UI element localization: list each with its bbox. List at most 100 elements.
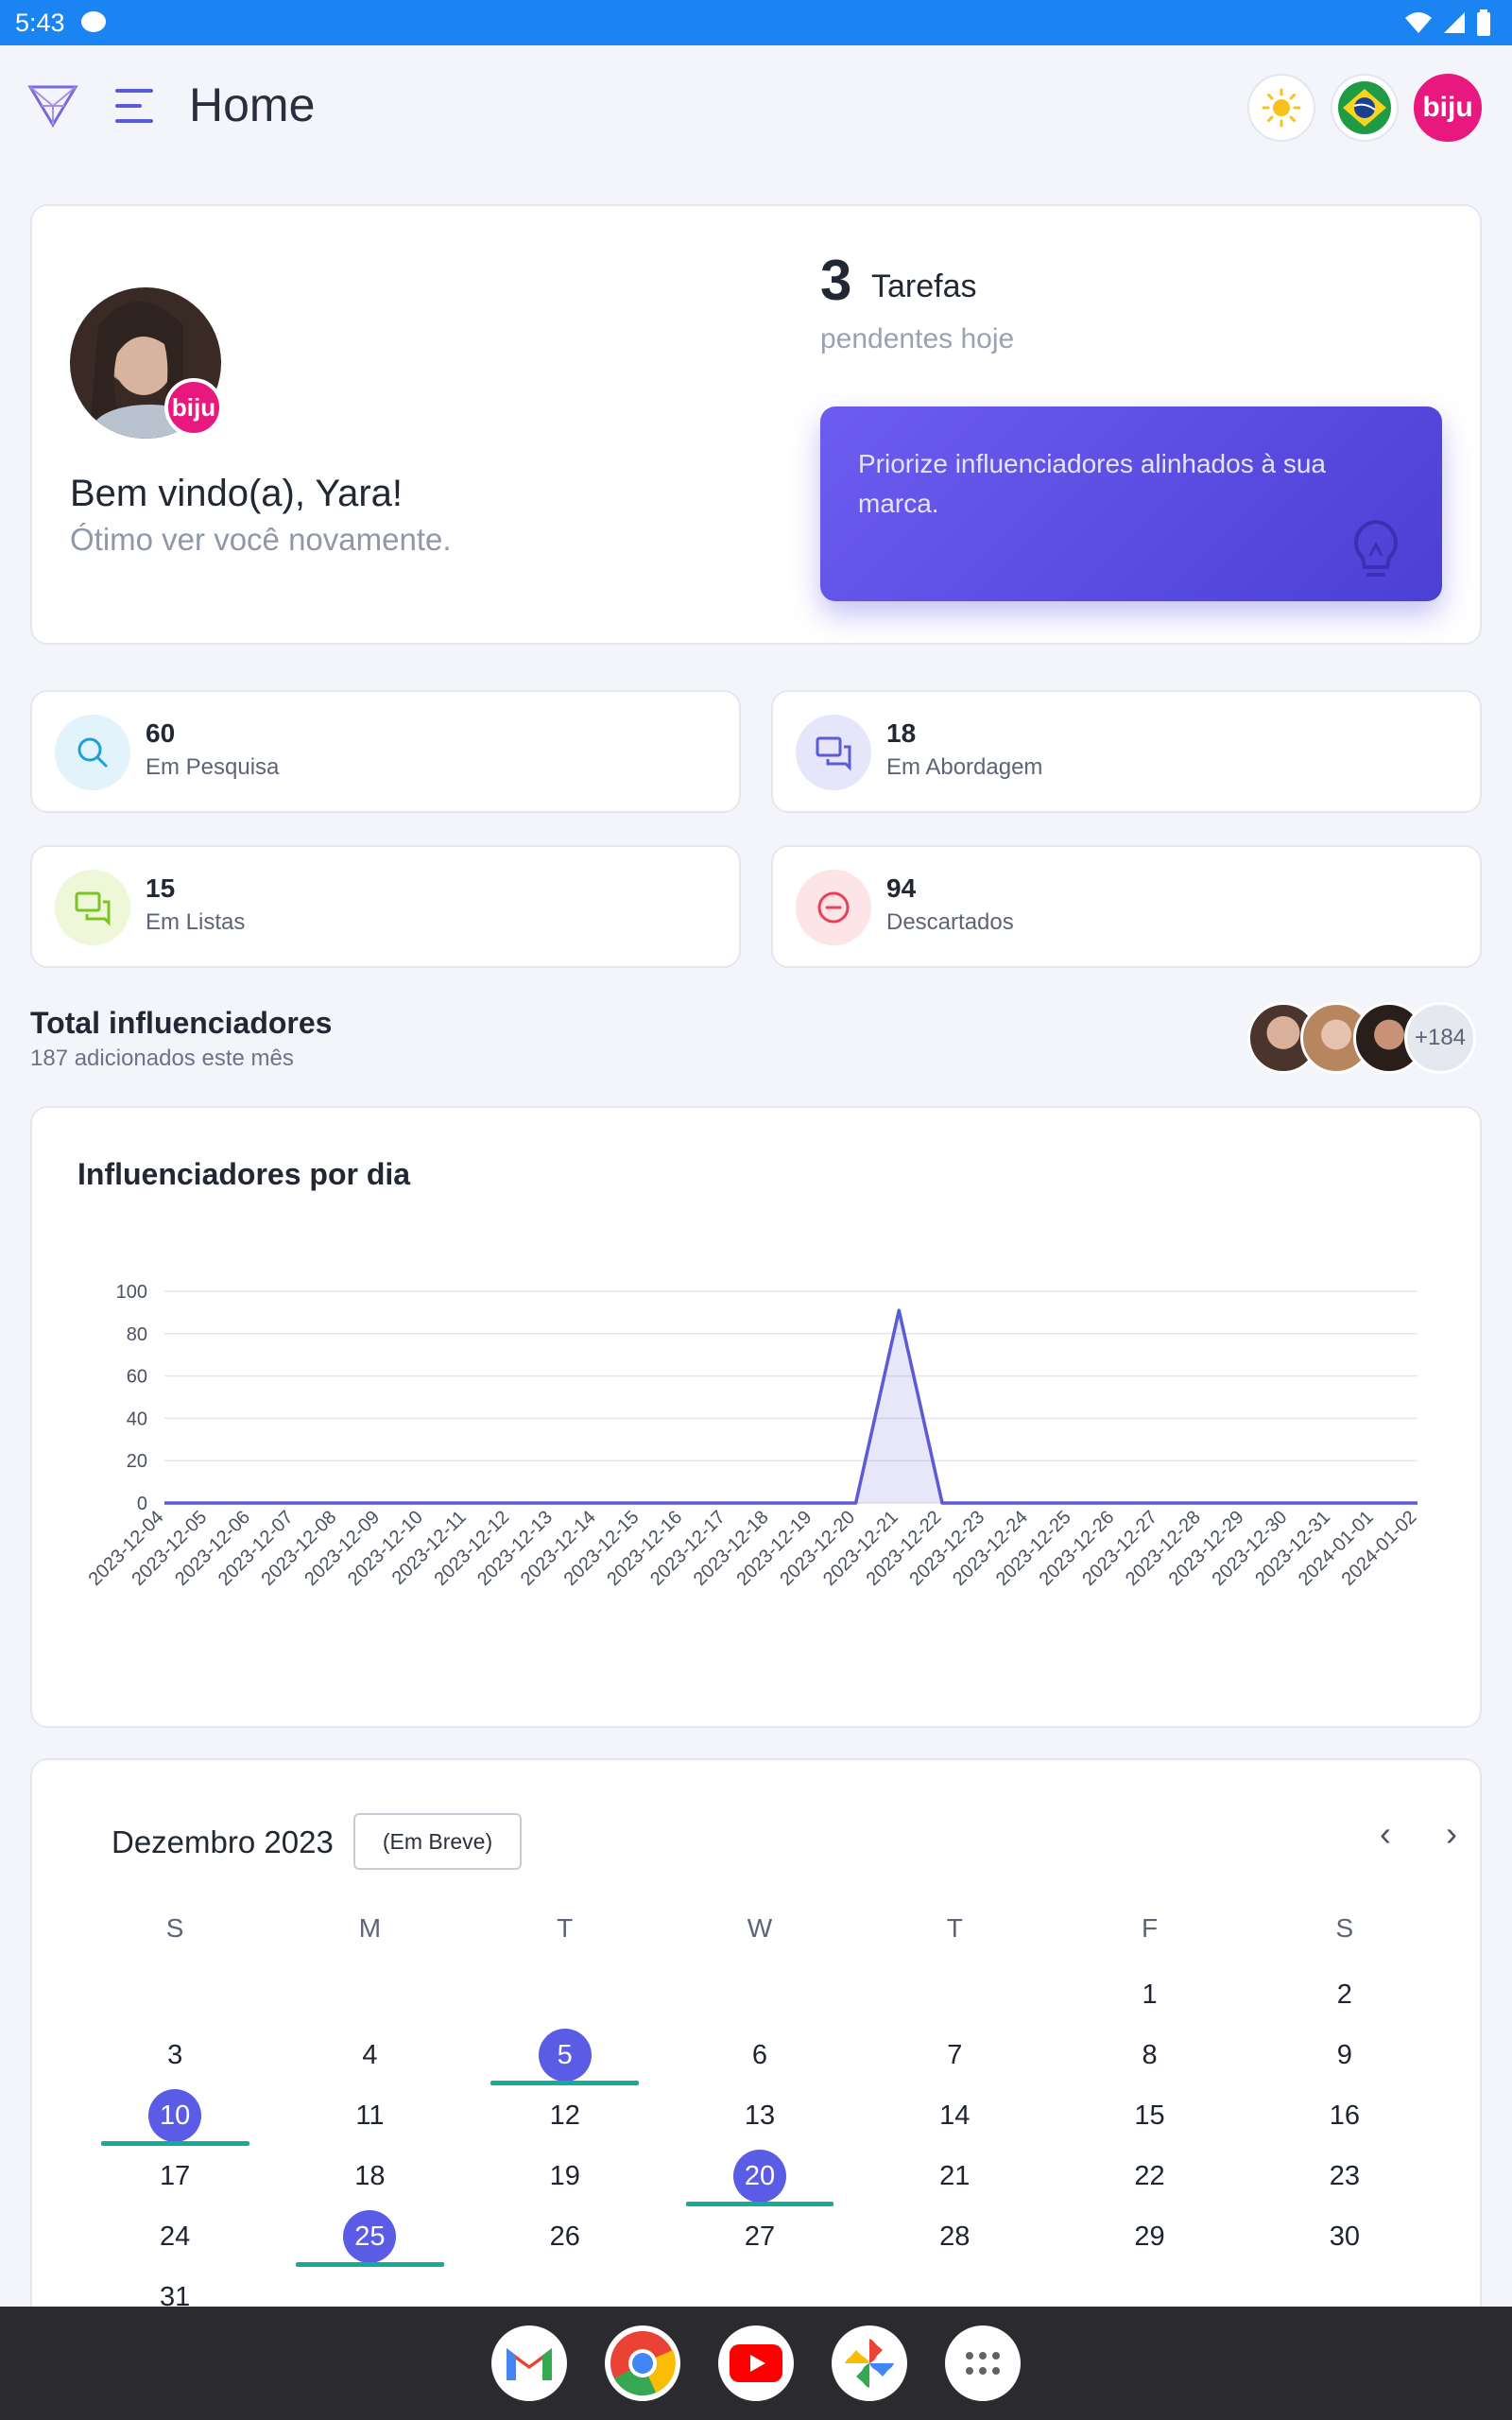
more-influencers-badge[interactable]: +184 [1404,1002,1476,1074]
calendar-day[interactable]: 14 [939,2100,971,2131]
stat-icon-bg [55,870,130,945]
stat-card-pesquisa[interactable]: 60 Em Pesquisa [30,690,741,813]
calendar-day[interactable]: 19 [549,2161,580,2191]
weekday-label: M [358,1913,382,1943]
calendar-day[interactable]: 16 [1329,2100,1360,2131]
calendar-day[interactable]: 21 [939,2161,971,2191]
weekday-label: T [557,1913,574,1943]
photos-icon[interactable] [832,2325,907,2401]
stat-card-descartados[interactable]: 94 Descartados [771,845,1482,968]
gmail-icon[interactable] [491,2325,567,2401]
calendar-day[interactable]: 28 [939,2221,971,2252]
weekday-label: S [1335,1913,1354,1943]
signal-icon [1444,12,1465,33]
y-tick-label: 60 [127,1367,147,1388]
brand-badge-button[interactable]: biju [1414,74,1482,142]
calendar-day[interactable]: 20 [662,2144,857,2206]
notification-icon [81,11,106,32]
weekday-label: F [1142,1913,1159,1943]
logo-icon[interactable] [26,81,79,129]
status-icons [1404,9,1491,36]
search-icon [77,737,108,768]
y-tick-label: 40 [127,1409,147,1429]
calendar-day[interactable]: 11 [355,2100,385,2131]
theme-toggle-button[interactable] [1247,74,1315,142]
chevron-right-icon[interactable]: › [1446,1814,1457,1853]
chat-icon [816,736,851,771]
calendar-day[interactable]: 5 [468,2023,662,2085]
weekday-label: T [946,1913,963,1943]
calendar-day[interactable]: 15 [1134,2100,1165,2131]
tasks-count: 3 [820,249,852,312]
calendar-day[interactable]: 18 [354,2161,386,2191]
calendar-day[interactable]: 29 [1134,2221,1165,2252]
avatar-brand-badge: biju [164,378,223,437]
line-chart: 0204060801002023-12-042023-12-052023-12-… [85,1282,1421,1590]
series-line [164,1308,1418,1505]
weekday-label: S [165,1913,184,1943]
calendar-day[interactable]: 1 [1142,1979,1158,2010]
calendar-day[interactable]: 27 [744,2221,776,2252]
stat-label: Em Abordagem [886,754,1043,780]
calendar-day[interactable]: 4 [362,2040,378,2070]
language-button[interactable] [1331,74,1399,142]
stat-value: 94 [886,873,917,903]
status-time: 5:43 [15,9,65,37]
stat-card-abordagem[interactable]: 18 Em Abordagem [771,690,1482,813]
calendar-day[interactable]: 22 [1134,2161,1165,2191]
coming-soon-badge: (Em Breve) [353,1813,522,1870]
calendar-day[interactable]: 12 [549,2100,580,2131]
sun-icon [1262,88,1301,128]
chrome-icon[interactable] [605,2325,680,2401]
calendar-day[interactable]: 8 [1142,2040,1158,2070]
wifi-icon [1405,12,1432,33]
calendar-day[interactable]: 25 [272,2204,467,2267]
calendar-empty-cell [272,1962,467,2023]
y-tick-label: 0 [137,1494,147,1514]
calendar-day[interactable]: 23 [1329,2161,1360,2191]
calendar-day[interactable]: 17 [160,2161,191,2191]
calendar-day[interactable]: 30 [1329,2221,1360,2252]
welcome-title: Bem vindo(a), Yara! [70,473,404,514]
chart-card: Influenciadores por dia 0 20 40 60 80 100 2023… [30,1106,1482,1728]
calendar-day[interactable]: 24 [160,2221,191,2252]
calendar-empty-cell [662,1962,857,2023]
tip-card[interactable]: Priorize influenciadores alinhados à sua… [820,406,1442,601]
calendar-day[interactable]: 13 [744,2100,776,2131]
stat-card-listas[interactable]: 15 Em Listas [30,845,741,968]
y-tick-label: 100 [116,1282,147,1303]
apps-icon[interactable] [945,2325,1021,2401]
calendar-day[interactable]: 6 [751,2040,768,2070]
stat-icon-bg [796,870,871,945]
total-subtitle: 187 adicionados este mês [30,1046,294,1071]
calendar-day[interactable]: 10 [77,2083,272,2146]
status-bar: 5:43 [0,0,1512,45]
battery-icon [1477,9,1490,36]
tasks-label: Tarefas [871,268,977,304]
calendar-day[interactable]: 7 [947,2040,963,2070]
area-fill [164,1310,1418,1503]
app-bar: Home biju [0,45,1512,168]
calendar-day[interactable]: 9 [1336,2040,1352,2070]
stat-value: 60 [146,718,176,748]
stat-icon-bg [796,715,871,790]
youtube-icon[interactable] [718,2325,794,2401]
welcome-card: biju Bem vindo(a), Yara! Ótimo ver você … [30,204,1482,645]
calendar-day[interactable]: 2 [1336,1979,1352,2010]
chevron-left-icon[interactable]: ‹ [1380,1814,1391,1853]
calendar-month-title: Dezembro 2023 [112,1824,334,1859]
brazil-flag-icon [1338,81,1391,134]
chart-title: Influenciadores por dia [77,1157,411,1191]
calendar-day[interactable]: 3 [167,2040,183,2070]
tasks-subtitle: pendentes hoje [820,323,1015,354]
total-title: Total influenciadores [30,1006,333,1040]
calendar-empty-cell [77,1962,272,2023]
calendar-empty-cell [857,1962,1052,2023]
stat-label: Em Listas [146,909,246,935]
tip-text: Priorize influenciadores alinhados à sua… [858,449,1326,518]
calendar-day[interactable]: 26 [549,2221,580,2252]
page-title: Home [189,78,316,131]
stat-icon-bg [55,715,130,790]
menu-icon[interactable] [115,87,157,125]
y-tick-label: 80 [127,1324,147,1345]
